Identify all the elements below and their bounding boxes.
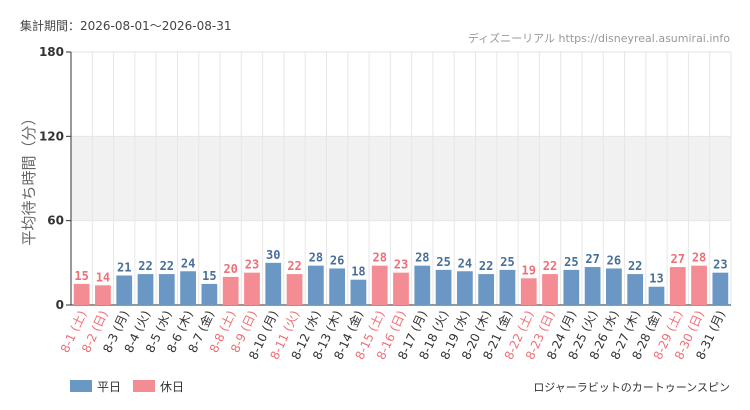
- bar: [73, 283, 90, 305]
- source-credit: ディズニーリアル https://disneyreal.asumirai.inf…: [468, 31, 730, 45]
- bar: [158, 274, 175, 305]
- bar: [691, 265, 707, 305]
- data-label: 23: [245, 258, 259, 272]
- legend-swatch-weekday: [70, 380, 92, 392]
- bar: [244, 272, 260, 305]
- data-label: 18: [351, 265, 365, 279]
- data-label: 22: [543, 259, 557, 273]
- data-label: 19: [522, 263, 536, 277]
- grid: [70, 51, 732, 306]
- bar: [265, 262, 282, 305]
- data-label: 23: [394, 258, 408, 272]
- legend-label-holiday: 休日: [160, 380, 184, 394]
- data-label: 22: [479, 259, 493, 273]
- bar: [95, 285, 111, 305]
- data-label: 22: [160, 259, 174, 273]
- data-label: 21: [117, 260, 131, 274]
- legend: 平日 休日: [70, 380, 184, 394]
- data-label: 25: [500, 255, 514, 269]
- bar: [286, 274, 303, 305]
- plot-area: 15 14 21 22 22 24 15 20 23 30 22 28 26 18 28 23 28 25 24 22…: [39, 45, 732, 362]
- legend-swatch-holiday: [133, 380, 155, 392]
- bar: [542, 274, 558, 305]
- period-label: 集計期間：2026-08-01～2026-08-31: [20, 18, 231, 33]
- bar: [499, 269, 516, 305]
- bar: [606, 268, 622, 305]
- x-ticks: 8-1 (土)8-2 (日)8-3 (月)8-4 (火)8-5 (水)8-6 (…: [58, 308, 728, 362]
- data-label: 22: [138, 259, 152, 273]
- data-label: 15: [202, 269, 216, 283]
- shaded-band: [71, 136, 731, 221]
- data-label: 28: [415, 251, 429, 265]
- legend-label-weekday: 平日: [97, 380, 121, 394]
- bar: [456, 271, 473, 305]
- data-label: 22: [287, 259, 301, 273]
- data-label: 24: [458, 256, 472, 270]
- bar: [648, 286, 665, 305]
- bar: [563, 269, 580, 305]
- data-label: 20: [223, 262, 237, 276]
- data-label: 26: [607, 253, 621, 267]
- data-label: 28: [309, 251, 323, 265]
- data-label: 25: [436, 255, 450, 269]
- bar: [201, 283, 218, 305]
- bar: [137, 274, 154, 305]
- bar: [307, 265, 324, 305]
- data-label: 28: [372, 251, 386, 265]
- bar: [350, 279, 367, 305]
- y-tick-label: 60: [47, 214, 64, 228]
- bar: [116, 275, 133, 305]
- data-label: 13: [649, 272, 663, 286]
- bars: [73, 262, 729, 305]
- bar: [222, 276, 239, 305]
- bar: [520, 278, 537, 305]
- data-label: 30: [266, 248, 280, 262]
- data-label: 28: [692, 251, 706, 265]
- bar: [414, 265, 431, 305]
- bar: [712, 272, 729, 305]
- data-label: 23: [713, 258, 727, 272]
- bar: [329, 268, 346, 305]
- bar: [584, 267, 601, 305]
- data-label: 25: [564, 255, 578, 269]
- bar: [627, 274, 644, 305]
- y-axis-label: 平均待ち時間（分）: [20, 110, 38, 245]
- bar: [669, 267, 686, 305]
- data-label: 26: [330, 253, 344, 267]
- data-label: 27: [585, 252, 599, 266]
- bar: [435, 269, 452, 305]
- attraction-name: ロジャーラビットのカートゥーンスピン: [533, 381, 730, 394]
- bar: [371, 265, 388, 305]
- y-tick-label: 0: [56, 298, 64, 312]
- y-tick-label: 180: [39, 45, 64, 59]
- data-label: 14: [96, 270, 110, 284]
- y-tick-label: 120: [39, 129, 64, 143]
- data-label: 15: [74, 269, 88, 283]
- bar: [478, 274, 495, 305]
- data-label: 27: [671, 252, 685, 266]
- data-labels: 15 14 21 22 22 24 15 20 23 30 22 28 26 18 28 23 28 25 24 22…: [74, 248, 727, 286]
- data-label: 22: [628, 259, 642, 273]
- data-label: 24: [181, 256, 195, 270]
- bar: [393, 272, 409, 305]
- bar: [180, 271, 196, 305]
- y-ticks: 0 60 120 180: [39, 45, 71, 312]
